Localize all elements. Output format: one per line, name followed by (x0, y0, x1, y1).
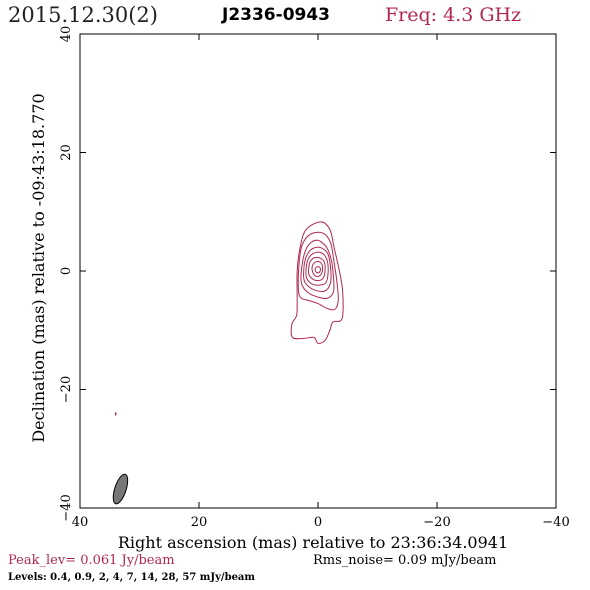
beam-group (112, 473, 129, 505)
plot-frame (79, 33, 557, 509)
rms-noise: Rms_noise= 0.09 mJy/beam (313, 553, 497, 568)
x-tick-label: 20 (191, 515, 208, 530)
x-tick-label: 40 (72, 515, 89, 530)
y-tick-label: 40 (59, 26, 74, 43)
contour-level-7 (305, 251, 329, 286)
x-tick-label: −40 (542, 515, 569, 530)
contour-level-57 (314, 266, 321, 274)
contour-group (114, 221, 344, 416)
peak-level: Peak_lev= 0.061 Jy/beam (8, 553, 175, 568)
contour-level-28 (311, 260, 324, 278)
contour-level-14 (307, 256, 326, 282)
contour-level-2 (300, 239, 335, 300)
contour-level-4 (303, 246, 332, 293)
axis-ticks (79, 33, 557, 509)
y-axis-label: Declination (mas) relative to -09:43:18.… (29, 93, 48, 442)
y-tick-label: −20 (59, 376, 74, 403)
x-tick-label: −20 (423, 515, 450, 530)
source-name: J2336-0943 (222, 5, 331, 25)
contour-level-0-4 (290, 221, 344, 344)
x-axis-label: Right ascension (mas) relative to 23:36:… (118, 533, 508, 552)
y-tick-label: 20 (59, 144, 74, 161)
contour-level-0-9 (297, 231, 339, 311)
frequency-label: Freq: 4.3 GHz (385, 4, 522, 26)
restoring-beam-ellipse (112, 473, 129, 505)
x-tick-label: 0 (314, 515, 322, 530)
observation-date: 2015.12.30(2) (8, 3, 158, 27)
contour-levels: Levels: 0.4, 0.9, 2, 4, 7, 14, 28, 57 mJ… (8, 572, 255, 583)
tick-labels: 40 20 0 −20 −40 −40 −20 0 20 40 (59, 26, 570, 530)
y-tick-label: −40 (59, 494, 74, 521)
y-tick-label: 0 (59, 267, 74, 275)
